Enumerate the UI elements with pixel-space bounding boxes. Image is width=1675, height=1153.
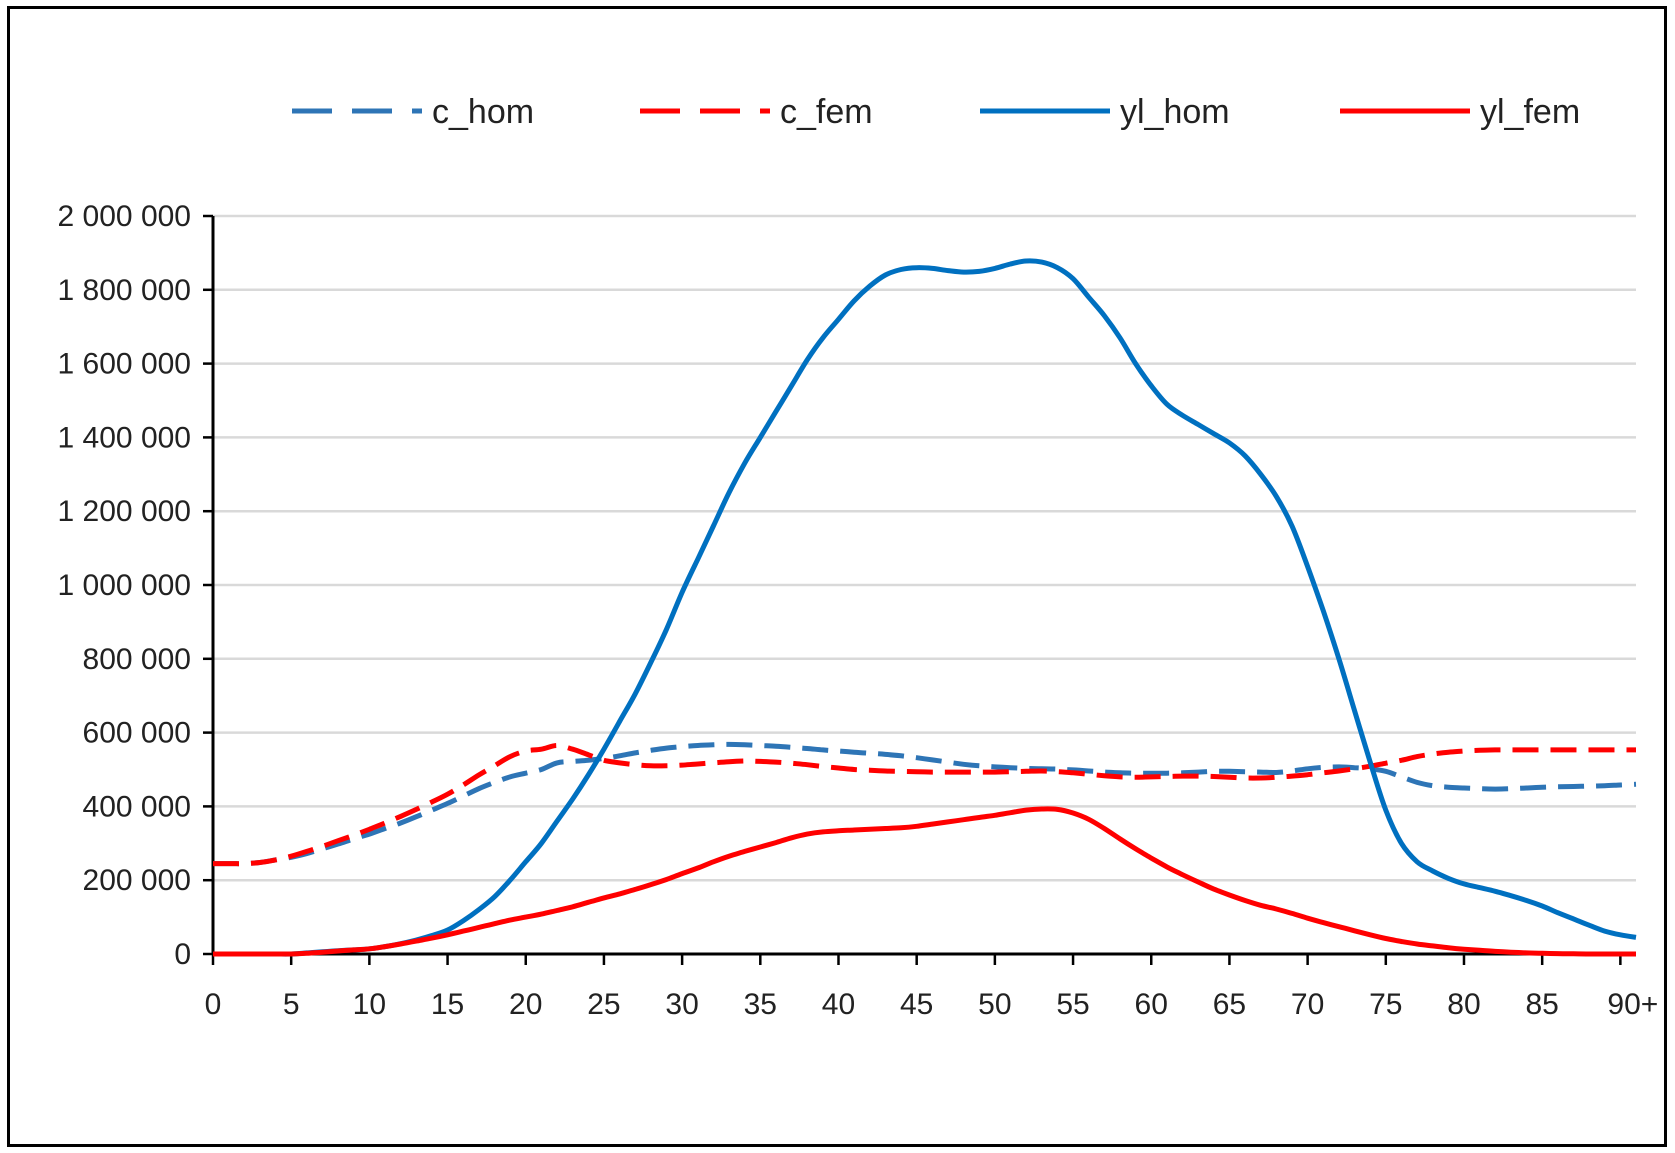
y-tick-label-1: 200 000 xyxy=(83,864,191,897)
x-tick-label-12: 60 xyxy=(1135,988,1168,1021)
grid-lines xyxy=(213,214,1636,882)
x-tick-label-4: 20 xyxy=(509,988,542,1021)
x-tick-label-7: 35 xyxy=(744,988,777,1021)
x-tick-label-1: 5 xyxy=(283,988,300,1021)
y-tick-label-10: 2 000 000 xyxy=(58,200,191,233)
x-tick-label-2: 10 xyxy=(353,988,386,1021)
tick-labels: 0 200 000 400 000 600 000 800 000 1 000 000 1 … xyxy=(58,200,1659,1021)
series-line-c_fem xyxy=(213,743,1636,867)
x-tick-label-0: 0 xyxy=(205,988,222,1021)
y-tick-label-2: 400 000 xyxy=(83,790,191,823)
x-tick-label-11: 55 xyxy=(1056,988,1089,1021)
x-tick-label-9: 45 xyxy=(900,988,933,1021)
x-tick-label-13: 65 xyxy=(1213,988,1246,1021)
y-tick-label-6: 1 200 000 xyxy=(58,495,191,528)
x-tick-label-15: 75 xyxy=(1369,988,1402,1021)
x-tick-label-18: 90+ xyxy=(1607,988,1658,1021)
x-tick-label-17: 85 xyxy=(1525,988,1558,1021)
y-tick-label-5: 1 000 000 xyxy=(58,569,191,602)
y-tick-label-3: 600 000 xyxy=(83,717,191,750)
series-line-yl_hom xyxy=(213,258,1637,957)
x-tick-label-10: 50 xyxy=(978,988,1011,1021)
x-tick-label-6: 30 xyxy=(665,988,698,1021)
x-tick-label-8: 40 xyxy=(822,988,855,1021)
chart-frame xyxy=(7,6,1667,1147)
y-tick-label-8: 1 600 000 xyxy=(58,348,191,381)
x-tick-label-5: 25 xyxy=(587,988,620,1021)
legend-label-c_fem: c_fem xyxy=(780,93,873,131)
axes xyxy=(203,214,1636,965)
y-tick-label-9: 1 800 000 xyxy=(58,274,191,307)
legend-label-c_hom: c_hom xyxy=(432,93,534,131)
series-line-yl_fem xyxy=(213,806,1637,957)
y-tick-label-7: 1 400 000 xyxy=(58,421,191,454)
legend-label-yl_hom: yl_hom xyxy=(1120,93,1230,131)
legend: c_hom c_fem yl_hom yl_fem xyxy=(292,93,1580,131)
x-tick-label-16: 80 xyxy=(1447,988,1480,1021)
y-tick-label-0: 0 xyxy=(174,938,191,971)
legend-label-yl_fem: yl_fem xyxy=(1480,93,1580,131)
x-tick-label-14: 70 xyxy=(1291,988,1324,1021)
series-lines xyxy=(213,258,1637,957)
x-tick-label-3: 15 xyxy=(431,988,464,1021)
y-tick-label-4: 800 000 xyxy=(83,643,191,676)
series-line-c_hom xyxy=(213,741,1637,867)
